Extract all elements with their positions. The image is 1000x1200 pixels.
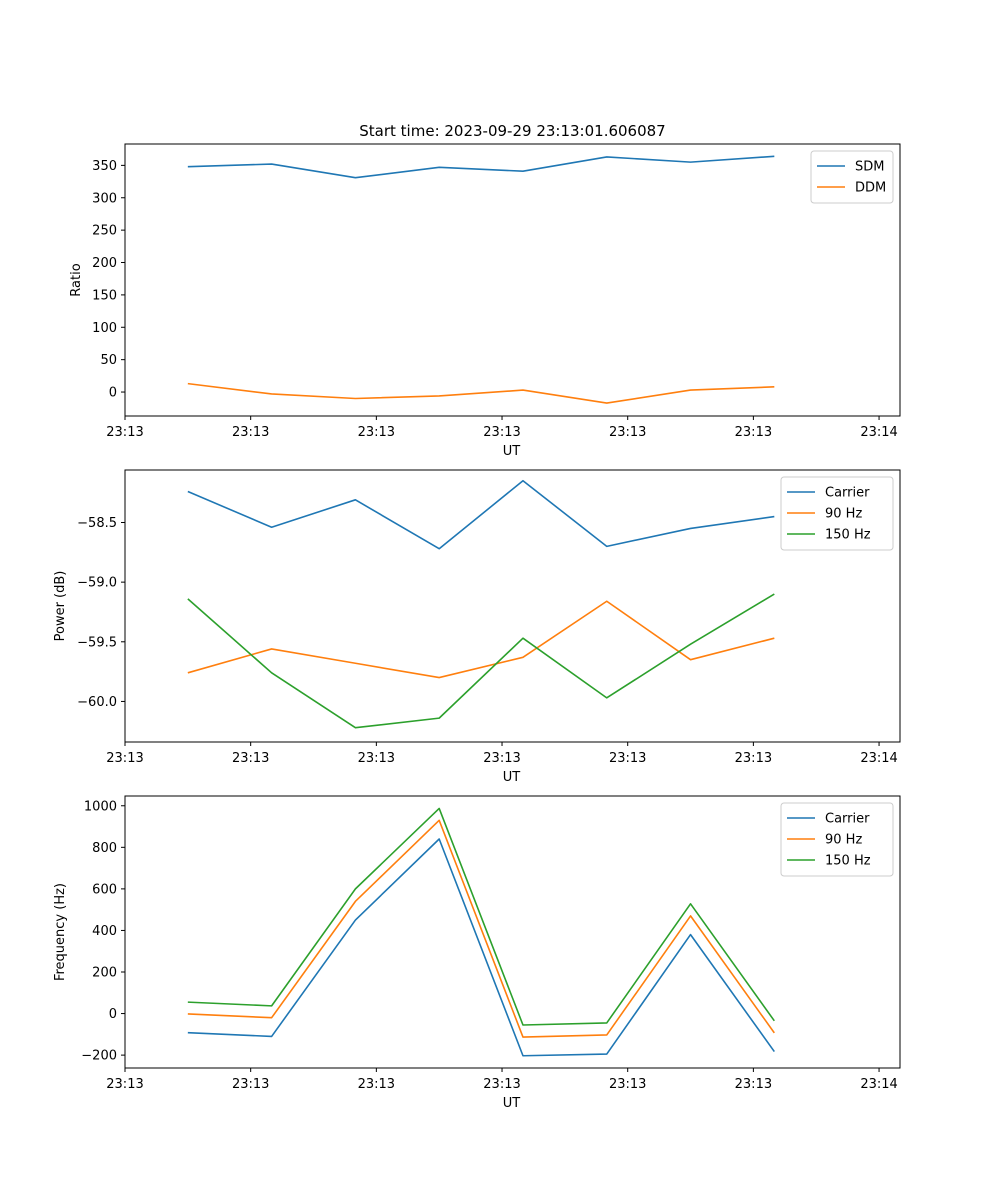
series-line-sdm [187, 155, 775, 179]
x-axis-label: UT [503, 770, 521, 785]
y-tick-label: −200 [81, 1049, 117, 1064]
x-axis-label: UT [503, 1096, 521, 1111]
series-line-90-hz [187, 819, 775, 1038]
x-tick-label: 23:13 [232, 425, 269, 440]
y-tick-label: −59.5 [77, 635, 117, 650]
x-tick-label: 23:14 [860, 1077, 897, 1092]
legend-box [780, 802, 894, 877]
y-tick-label: 0 [109, 1007, 117, 1022]
plot-frame [124, 469, 901, 743]
y-tick-label: 400 [92, 924, 117, 939]
x-tick-label: 23:13 [483, 751, 520, 766]
legend: SDM DDM [810, 150, 894, 204]
subplot-2: 23:13 23:13 23:13 23:13 23:13 23:13 23:14 −60.0… [53, 469, 901, 785]
y-tick-label: −58.5 [77, 516, 117, 531]
y-tick-label: −59.0 [77, 576, 117, 591]
y-tick-label: 800 [92, 841, 117, 856]
subplot-3: 23:13 23:13 23:13 23:13 23:13 23:13 23:14 −200 0… [53, 795, 901, 1111]
x-tick-label: 23:13 [106, 425, 143, 440]
x-tick-label: 23:14 [860, 751, 897, 766]
x-tick-label: 23:13 [483, 425, 520, 440]
y-tick-label: 1000 [84, 799, 117, 814]
legend-box [780, 476, 894, 551]
legend-entry: 90 Hz [825, 833, 862, 848]
legend-entry: 90 Hz [825, 507, 862, 522]
x-tick-label: 23:13 [735, 425, 772, 440]
x-tick-label: 23:13 [106, 751, 143, 766]
y-tick-label: 600 [92, 882, 117, 897]
x-tick-label: 23:13 [735, 1077, 772, 1092]
x-tick-label: 23:13 [232, 1077, 269, 1092]
x-tick-label: 23:13 [735, 751, 772, 766]
y-tick-label: 200 [92, 966, 117, 981]
plot-frame [124, 143, 901, 417]
y-tick-label: 50 [100, 353, 117, 368]
series-line-150-hz [187, 593, 775, 729]
series-line-90-hz [187, 600, 775, 679]
x-tick-label: 23:13 [609, 1077, 646, 1092]
y-axis-label: Power (dB) [53, 571, 68, 642]
x-tick-label: 23:14 [860, 425, 897, 440]
y-tick-label: 100 [92, 321, 117, 336]
x-tick-label: 23:13 [358, 425, 395, 440]
legend-entry: Carrier [825, 486, 870, 501]
y-tick-label: −60.0 [77, 695, 117, 710]
plot-frame [124, 795, 901, 1069]
legend-entry: Carrier [825, 812, 870, 827]
legend: Carrier 90 Hz 150 Hz [780, 802, 894, 877]
x-tick-label: 23:13 [106, 1077, 143, 1092]
legend-box [810, 150, 894, 204]
series-line-150-hz [187, 807, 775, 1026]
legend: Carrier 90 Hz 150 Hz [780, 476, 894, 551]
series-line-carrier [187, 479, 775, 550]
series-line-ddm [187, 382, 775, 404]
y-tick-label: 200 [92, 256, 117, 271]
x-tick-label: 23:13 [358, 751, 395, 766]
y-tick-label: 250 [92, 224, 117, 239]
y-tick-label: 0 [109, 386, 117, 401]
x-tick-label: 23:13 [358, 1077, 395, 1092]
x-tick-label: 23:13 [232, 751, 269, 766]
x-tick-label: 23:13 [609, 425, 646, 440]
y-tick-label: 300 [92, 191, 117, 206]
y-tick-label: 150 [92, 288, 117, 303]
subplot-1: 23:13 23:13 23:13 23:13 23:13 23:13 23:14 0 50 10… [69, 122, 901, 459]
legend-entry: DDM [855, 181, 886, 196]
x-tick-label: 23:13 [609, 751, 646, 766]
legend-entry: 150 Hz [825, 528, 871, 543]
y-axis-label: Frequency (Hz) [53, 883, 68, 981]
x-axis-label: UT [503, 444, 521, 459]
legend-entry: SDM [855, 160, 884, 175]
y-tick-label: 350 [92, 159, 117, 174]
x-tick-label: 23:13 [483, 1077, 520, 1092]
chart-title: Start time: 2023-09-29 23:13:01.606087 [359, 122, 665, 140]
y-axis-label: Ratio [69, 263, 84, 296]
series-line-carrier [187, 838, 775, 1057]
legend-entry: 150 Hz [825, 854, 871, 869]
